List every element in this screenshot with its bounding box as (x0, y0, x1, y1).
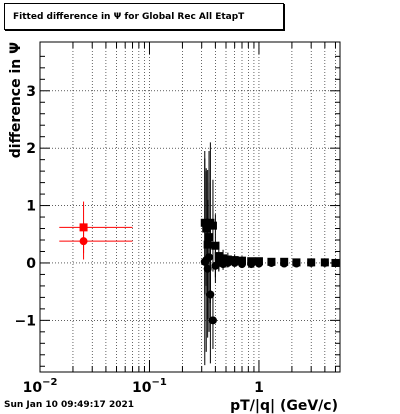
data-point-circle (79, 237, 88, 246)
x-tick-label: 1 (254, 380, 264, 396)
y-tick-label: 0 (26, 256, 36, 272)
y-axis-label: difference in Ψ (8, 42, 24, 158)
data-point-circle (237, 260, 246, 269)
x-tick-label: 10−1 (132, 377, 167, 396)
data-point-circle (247, 260, 256, 269)
data-point-circle (292, 259, 301, 268)
data-point-square (211, 241, 220, 250)
data-point-circle (223, 258, 232, 267)
data-point-square (208, 221, 217, 230)
x-tick-label: 10−2 (23, 377, 58, 396)
data-point-circle (267, 258, 276, 267)
data-point-circle (320, 258, 329, 267)
data-point-circle (254, 259, 263, 268)
y-tick-label: 1 (26, 199, 36, 215)
data-point-circle (280, 259, 289, 268)
x-tick-exponent: −1 (152, 377, 167, 388)
data-points (59, 142, 340, 366)
axis-ticks: −1 0 1 2 3 10−2 10−1 1 (15, 42, 340, 396)
data-point-circle (203, 264, 212, 273)
timestamp: Sun Jan 10 09:49:17 2021 (4, 400, 135, 410)
x-axis-label: pT/|q| (GeV/c) (230, 398, 338, 414)
data-point-circle (206, 290, 215, 299)
y-tick-label: 3 (26, 84, 36, 100)
data-point-circle (208, 316, 217, 325)
x-tick-exponent: −2 (42, 377, 57, 388)
chart-title: Fitted difference in Ψ for Global Rec Al… (4, 3, 284, 30)
plot-frame (39, 41, 341, 373)
y-tick-label: −1 (15, 313, 36, 329)
data-point-circle (230, 258, 239, 267)
data-point-circle (205, 253, 214, 262)
y-tick-label: 2 (26, 141, 36, 157)
data-point-circle (307, 258, 316, 267)
grid (40, 42, 340, 372)
